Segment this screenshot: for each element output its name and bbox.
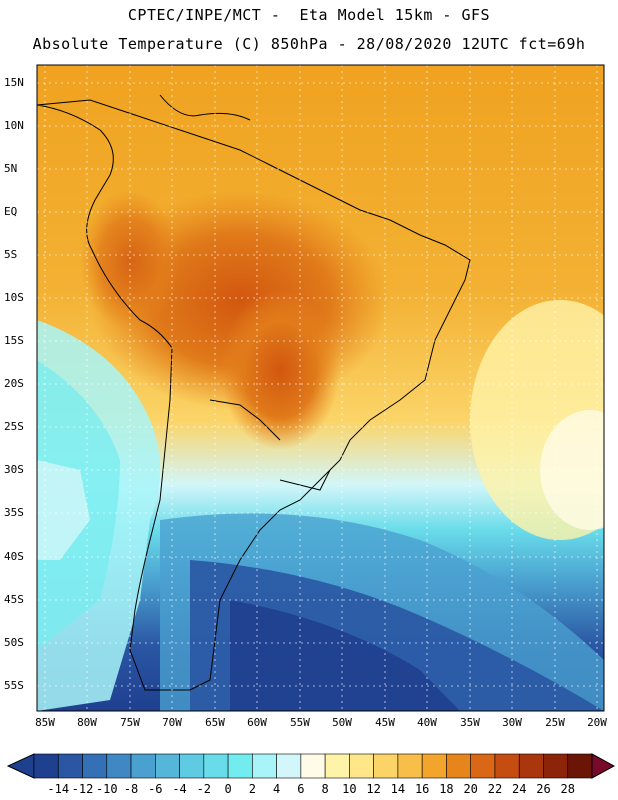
colorbar-tick-label: 0 <box>224 782 232 796</box>
colorbar-swatch <box>179 753 205 779</box>
plot-frame <box>36 64 605 712</box>
colorbar-tick-label: 16 <box>414 782 430 796</box>
colorbar-swatch <box>57 753 83 779</box>
lon-label: 30W <box>502 716 522 729</box>
colorbar-swatch <box>276 753 302 779</box>
colorbar-tick-label: -10 <box>95 782 118 796</box>
colorbar-tick-label: 4 <box>272 782 281 796</box>
colorbar-tick-label: -12 <box>71 782 94 796</box>
lon-label: 25W <box>545 716 565 729</box>
lon-label: 45W <box>375 716 395 729</box>
lon-label: 20W <box>587 716 607 729</box>
colorbar-swatch <box>155 753 180 779</box>
colorbar-swatch <box>227 753 253 779</box>
lat-label: 35S <box>4 506 24 519</box>
colorbar-tick-label: -14 <box>47 782 70 796</box>
colorbar-tick-label: 14 <box>390 782 406 796</box>
colorbar-swatch <box>349 753 374 779</box>
colorbar-tick-label: 26 <box>536 782 551 796</box>
coastlines <box>37 94 471 691</box>
lat-label: 15S <box>4 334 24 347</box>
lon-label: 85W <box>35 716 55 729</box>
lon-label: 50W <box>332 716 352 729</box>
lon-label: 75W <box>120 716 140 729</box>
colorbar-swatch <box>543 753 569 779</box>
colorbar-swatch <box>252 753 277 779</box>
colorbar-tick-label: 8 <box>321 782 329 796</box>
lon-label: 70W <box>162 716 182 729</box>
colorbar-tick-label: 2 <box>248 782 256 796</box>
colorbar-tick-label: 24 <box>511 782 527 796</box>
colorbar-swatch <box>518 753 544 779</box>
colorbar-swatch <box>82 753 108 779</box>
colorbar-tick-label: -8 <box>123 782 139 796</box>
colorbar-swatch <box>421 753 447 779</box>
colorbar-tick-label: 28 <box>560 782 575 796</box>
colorbar-left-arrow <box>6 753 35 779</box>
lat-label: EQ <box>4 205 18 218</box>
colorbar-swatch <box>300 753 326 779</box>
colorbar-swatch <box>130 753 156 779</box>
colorbar-tick-label: -4 <box>172 782 187 796</box>
lat-label: 5S <box>4 248 18 261</box>
lat-label: 10S <box>4 291 24 304</box>
colorbar-swatch <box>373 753 399 779</box>
colorbar-swatch <box>446 753 471 779</box>
title-line-1: CPTEC/INPE/MCT - Eta Model 15km - GFS <box>127 6 491 24</box>
colorbar-right-arrow <box>591 753 616 779</box>
lon-label: 60W <box>247 716 267 729</box>
lat-label: 25S <box>4 420 24 433</box>
title-line-2: Absolute Temperature (C) 850hPa - 28/08/… <box>32 35 586 53</box>
colorbar-tick-label: 22 <box>487 782 503 796</box>
lon-label: 35W <box>460 716 480 729</box>
grid-lines <box>37 65 604 711</box>
lat-label: 30S <box>4 463 24 476</box>
colorbar-tick-label: 18 <box>439 782 454 796</box>
lon-label: 80W <box>77 716 97 729</box>
colorbar-swatch <box>203 753 229 779</box>
colorbar-tick-label: 6 <box>297 782 305 796</box>
colorbar-tick-label: -6 <box>148 782 163 796</box>
colorbar-tick-label: -2 <box>196 782 212 796</box>
lat-label: 5N <box>4 162 18 175</box>
lat-label: 20S <box>4 377 24 390</box>
colorbar-swatch <box>397 753 423 779</box>
colorbar-swatch <box>494 753 520 779</box>
lat-label: 45S <box>4 593 24 606</box>
lat-label: 55S <box>4 679 24 692</box>
colorbar-swatch <box>33 753 59 779</box>
lat-label: 50S <box>4 636 24 649</box>
colorbar-swatch <box>106 753 132 779</box>
lat-label: 15N <box>4 76 24 89</box>
colorbar-swatch <box>324 753 350 779</box>
colorbar-tick-label: 12 <box>366 782 381 796</box>
colorbar-tick-label: 20 <box>463 782 478 796</box>
lat-label: 10N <box>4 119 24 132</box>
lat-label: 40S <box>4 550 24 563</box>
colorbar-tick-label: 10 <box>342 782 357 796</box>
colorbar <box>6 753 616 779</box>
lon-label: 65W <box>205 716 225 729</box>
temperature-field <box>37 65 604 711</box>
lon-label: 55W <box>290 716 310 729</box>
colorbar-swatch <box>567 753 593 779</box>
colorbar-swatch <box>470 753 496 779</box>
lon-label: 40W <box>417 716 437 729</box>
